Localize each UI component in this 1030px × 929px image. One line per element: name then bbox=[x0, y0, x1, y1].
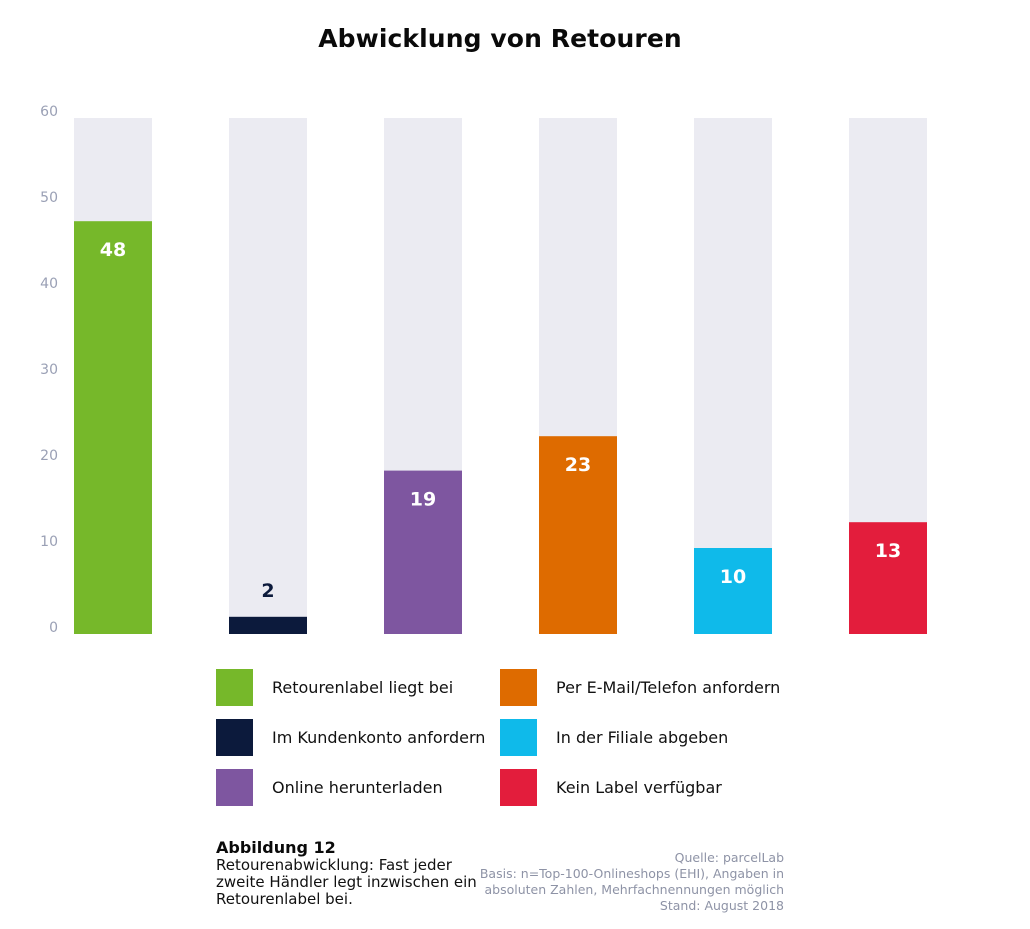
y-tick-label: 0 bbox=[49, 620, 58, 636]
legend-item-filiale: In der Filiale abgeben bbox=[500, 719, 728, 756]
figure-caption: Abbildung 12 Retourenabwicklung: Fast je… bbox=[216, 838, 496, 908]
bar-value-label: 13 bbox=[875, 540, 901, 562]
legend-label-online: Online herunterladen bbox=[272, 778, 443, 797]
y-tick-label: 60 bbox=[40, 104, 58, 120]
chart-title: Abwicklung von Retouren bbox=[318, 24, 682, 53]
legend-label-kundenkonto: Im Kundenkonto anfordern bbox=[272, 728, 486, 747]
legend-swatch-kundenkonto bbox=[216, 719, 253, 756]
legend-swatch-kein-label bbox=[500, 769, 537, 806]
legend-swatch-online bbox=[216, 769, 253, 806]
caption-line: Retourenabwicklung: Fast jeder bbox=[216, 856, 452, 874]
legend-item-online: Online herunterladen bbox=[216, 769, 443, 806]
legend-item-kein-label: Kein Label verfügbar bbox=[500, 769, 722, 806]
source-note: Quelle: parcelLab Basis: n=Top-100-Onlin… bbox=[470, 850, 784, 914]
bar-value-label: 48 bbox=[100, 239, 126, 261]
legend-swatch-email-telefon bbox=[500, 669, 537, 706]
legend-item-email-telefon: Per E-Mail/Telefon anfordern bbox=[500, 669, 780, 706]
y-tick-label: 50 bbox=[40, 190, 58, 206]
source-line: Quelle: parcelLab bbox=[674, 850, 784, 865]
caption-title: Abbildung 12 bbox=[216, 838, 336, 857]
legend-item-retourenlabel: Retourenlabel liegt bei bbox=[216, 669, 453, 706]
bar-chart: 0 10 20 30 40 50 60 48 2 19 23 10 13 bbox=[40, 104, 927, 636]
bar bbox=[229, 616, 307, 634]
source-line: absoluten Zahlen, Mehrfachnennungen mögl… bbox=[484, 882, 784, 897]
y-tick-label: 40 bbox=[40, 276, 58, 292]
bar-value-label: 2 bbox=[261, 580, 274, 602]
bar bbox=[694, 548, 772, 634]
legend-item-kundenkonto: Im Kundenkonto anfordern bbox=[216, 719, 485, 756]
bar bbox=[74, 221, 152, 634]
bar-value-label: 10 bbox=[720, 566, 746, 588]
legend-swatch-filiale bbox=[500, 719, 537, 756]
caption-line: Retourenlabel bei. bbox=[216, 890, 353, 908]
bar-value-label: 19 bbox=[410, 489, 436, 511]
bar-background bbox=[229, 118, 307, 634]
bar bbox=[384, 470, 462, 634]
bar bbox=[849, 522, 927, 634]
legend-label-retourenlabel: Retourenlabel liegt bei bbox=[272, 678, 454, 697]
y-tick-label: 30 bbox=[40, 362, 58, 378]
bar bbox=[539, 436, 617, 634]
caption-line: zweite Händler legt inzwischen ein bbox=[216, 873, 477, 891]
bar-value-label: 23 bbox=[565, 454, 591, 476]
y-tick-label: 20 bbox=[40, 448, 58, 464]
legend-label-filiale: In der Filiale abgeben bbox=[556, 728, 729, 747]
y-tick-label: 10 bbox=[40, 534, 58, 550]
legend-swatch-retourenlabel bbox=[216, 669, 253, 706]
source-line: Basis: n=Top-100-Onlineshops (EHI), Anga… bbox=[479, 866, 784, 881]
source-line: Stand: August 2018 bbox=[659, 898, 784, 913]
legend-label-kein-label: Kein Label verfügbar bbox=[556, 778, 722, 797]
legend-label-email-telefon: Per E-Mail/Telefon anfordern bbox=[556, 678, 781, 697]
